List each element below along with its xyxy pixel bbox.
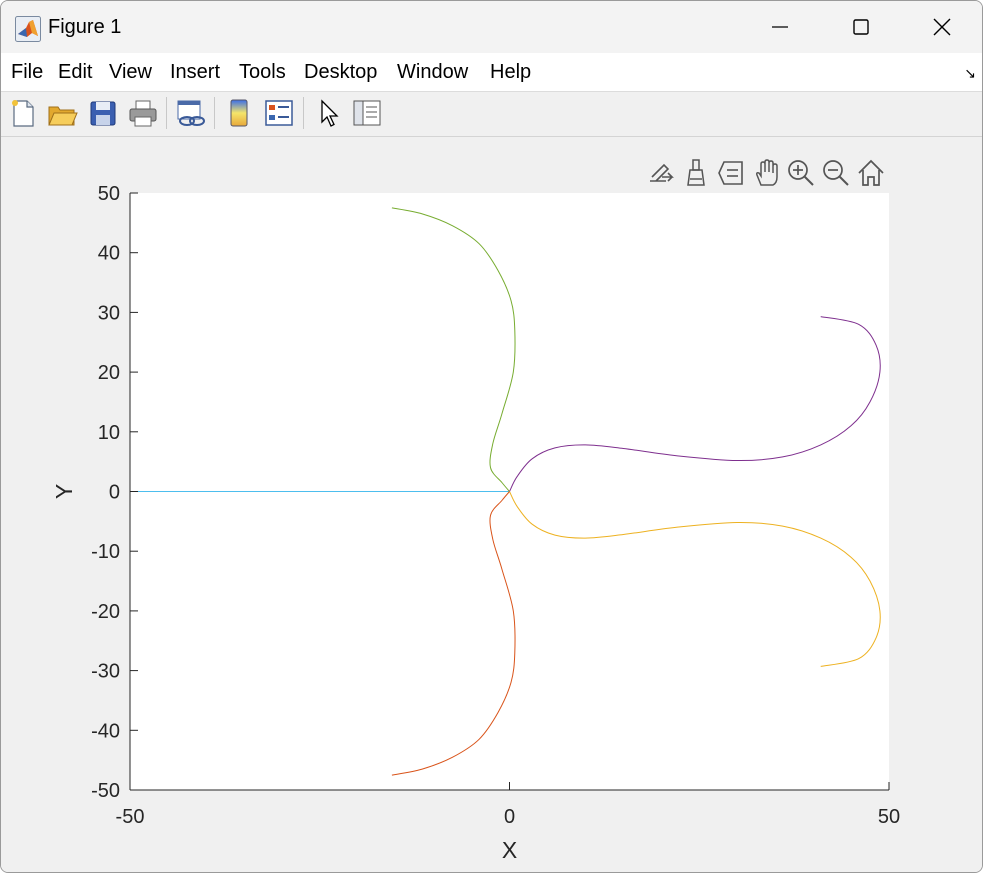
toolbar-separator <box>214 97 215 129</box>
zoom-in-button[interactable] <box>786 157 816 189</box>
new-figure-button[interactable] <box>7 97 39 129</box>
y-tick-label: 20 <box>98 362 120 384</box>
menu-file[interactable]: File <box>11 61 44 83</box>
series-line-1 <box>391 207 516 492</box>
print-icon <box>129 100 157 127</box>
menu-desktop[interactable]: Desktop <box>304 61 378 83</box>
menu-help[interactable]: Help <box>490 61 532 83</box>
data-tip-button[interactable] <box>716 157 746 189</box>
menu-window[interactable]: Window <box>397 61 469 83</box>
title-bar[interactable]: Figure 1 <box>1 1 982 53</box>
y-tick-label: -20 <box>91 601 120 623</box>
dock-arrow-icon[interactable]: ↘ <box>964 65 976 81</box>
menu-view[interactable]: View <box>109 61 152 83</box>
y-tick-label: -30 <box>91 661 120 683</box>
export-button[interactable] <box>646 157 676 189</box>
y-tick-label: 0 <box>109 482 120 504</box>
new-figure-icon <box>12 100 34 127</box>
close-button[interactable] <box>902 1 982 53</box>
x-tick-label: 0 <box>504 806 515 828</box>
save-button[interactable] <box>87 97 119 129</box>
window-title: Figure 1 <box>48 16 122 38</box>
restore-view-home-icon <box>858 159 884 186</box>
edit-plot-button[interactable] <box>312 97 344 129</box>
open-file-button[interactable] <box>46 97 78 129</box>
link-plot-button[interactable] <box>175 97 207 129</box>
edit-plot-cursor-icon <box>321 99 339 127</box>
save-icon <box>90 101 116 126</box>
minimize-button[interactable] <box>740 1 820 53</box>
toolbar-separator <box>303 97 304 129</box>
x-axis-label: X <box>502 837 517 863</box>
x-tick-label: -50 <box>116 806 145 828</box>
y-tick-label: 10 <box>98 422 120 444</box>
link-plot-icon <box>177 100 205 126</box>
maximize-icon <box>853 19 869 35</box>
toolbar-separator <box>166 97 167 129</box>
insert-colorbar-button[interactable] <box>223 97 255 129</box>
open-file-icon <box>48 106 78 126</box>
data-tip-icon <box>718 161 743 185</box>
menu-bar: File Edit View Insert Tools Desktop Wind… <box>1 53 982 92</box>
legend-icon <box>265 100 293 126</box>
pan-button[interactable] <box>752 157 782 189</box>
restore-view-button[interactable] <box>856 157 886 189</box>
minimize-icon <box>772 26 788 28</box>
y-tick-label: -50 <box>91 780 120 802</box>
brush-button[interactable] <box>682 157 712 189</box>
export-brush-icon <box>650 163 674 182</box>
pan-hand-icon <box>756 159 778 186</box>
menu-insert[interactable]: Insert <box>170 61 221 83</box>
y-tick-label: 30 <box>98 302 120 324</box>
maximize-button[interactable] <box>821 1 901 53</box>
property-inspector-button[interactable] <box>351 97 383 129</box>
y-tick-label: -10 <box>91 541 120 563</box>
figure-toolbar <box>1 92 982 137</box>
y-tick-label: 40 <box>98 243 120 265</box>
series-line-4 <box>509 491 881 667</box>
menu-edit[interactable]: Edit <box>58 61 93 83</box>
series-line-2 <box>391 491 516 776</box>
close-icon <box>933 18 951 36</box>
y-tick-label: -40 <box>91 720 120 742</box>
matlab-logo-icon <box>15 16 41 42</box>
x-tick-label: 50 <box>878 806 900 828</box>
y-axis-label: Y <box>51 484 77 499</box>
series-line-3 <box>509 316 881 492</box>
zoom-out-button[interactable] <box>821 157 851 189</box>
property-inspector-icon <box>353 100 381 126</box>
zoom-out-icon <box>823 160 849 186</box>
insert-legend-button[interactable] <box>263 97 295 129</box>
zoom-in-icon <box>788 160 814 186</box>
print-button[interactable] <box>127 97 159 129</box>
data-brush-icon <box>687 159 705 186</box>
y-tick-label: 50 <box>98 183 120 205</box>
colorbar-icon <box>230 99 248 127</box>
menu-tools[interactable]: Tools <box>239 61 286 83</box>
